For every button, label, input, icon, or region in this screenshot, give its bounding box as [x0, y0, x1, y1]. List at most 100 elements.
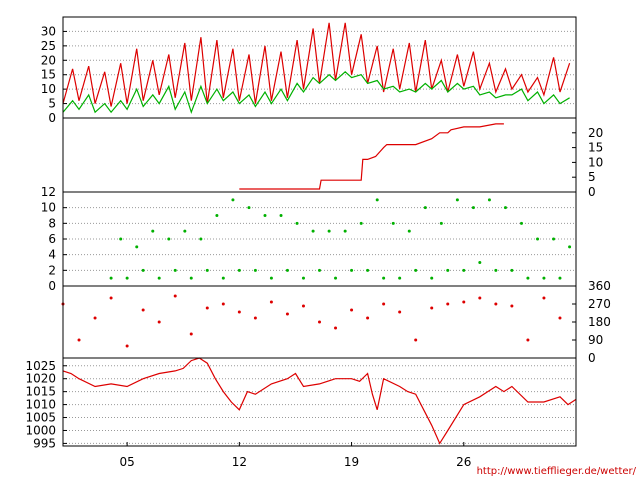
data-point [269, 276, 273, 280]
data-point [446, 268, 450, 272]
chart-panel-3: 0 24 6 810 12 [41, 185, 577, 293]
data-point [135, 245, 139, 249]
data-point [526, 276, 530, 280]
data-point [221, 276, 225, 280]
data-point [391, 221, 395, 225]
data-point [318, 268, 321, 272]
data-point [510, 268, 514, 272]
data-point [253, 316, 257, 320]
data-point [366, 268, 370, 272]
series-line-1 [62, 357, 577, 445]
y-tick-label: 10 [588, 155, 603, 169]
y-tick-label: 20 [41, 53, 56, 67]
data-point [167, 237, 171, 241]
y-tick-label: 2 [48, 263, 56, 277]
data-point [77, 338, 81, 342]
data-point [526, 338, 530, 342]
data-point [382, 276, 386, 280]
data-point [430, 306, 434, 310]
data-point [334, 276, 338, 280]
panel-frame [62, 357, 577, 447]
data-point [109, 296, 113, 300]
y-tick-label: 1005 [25, 411, 56, 425]
data-point [125, 276, 129, 280]
data-point [205, 268, 209, 272]
y-tick-label: 0 [48, 111, 56, 125]
data-point [455, 198, 459, 202]
data-point [407, 229, 411, 233]
data-point [183, 229, 187, 233]
chart-panel-4: 0 90 180 270 360 [61, 279, 611, 365]
data-point [151, 229, 155, 233]
y-tick-label: 30 [41, 24, 56, 38]
data-point [542, 276, 546, 280]
data-point [263, 214, 267, 217]
series-line-1 [62, 22, 571, 107]
data-point [446, 302, 450, 306]
y-tick-label: 10 [41, 201, 56, 215]
data-point [215, 214, 219, 217]
data-point [462, 300, 466, 304]
data-point [558, 276, 562, 280]
y-tick-label: 6 [48, 232, 56, 246]
data-point [487, 198, 491, 202]
y-tick-label: 0 [588, 185, 596, 199]
data-point [350, 268, 354, 272]
data-point [318, 320, 321, 324]
data-point [382, 302, 386, 306]
data-point [295, 221, 299, 225]
data-point [285, 312, 289, 316]
data-point [510, 304, 514, 308]
data-point [301, 304, 305, 308]
data-point [119, 237, 123, 241]
panel-frame [62, 117, 577, 193]
y-tick-label: 15 [41, 68, 56, 82]
y-tick-label: 180 [588, 315, 611, 329]
data-point [301, 276, 305, 280]
data-point [519, 221, 523, 225]
data-point [141, 268, 145, 272]
y-tick-label: 995 [33, 436, 56, 450]
data-point [359, 221, 363, 225]
data-point [253, 268, 257, 272]
x-tick-label: 26 [456, 455, 471, 469]
data-point [93, 316, 97, 320]
y-tick-label: 0 [588, 351, 596, 365]
data-point [334, 326, 338, 330]
data-point [221, 302, 225, 306]
data-point [327, 229, 331, 233]
data-point [237, 310, 241, 314]
data-point [414, 268, 418, 272]
data-point [366, 316, 370, 320]
data-point [141, 308, 145, 312]
data-point [398, 276, 402, 280]
y-tick-label: 20 [588, 126, 603, 140]
data-point [350, 308, 354, 312]
data-point [157, 276, 161, 280]
y-tick-label: 90 [588, 333, 603, 347]
data-point [542, 296, 546, 300]
data-point [462, 268, 466, 272]
data-point [125, 344, 129, 348]
y-tick-label: 12 [41, 185, 56, 199]
y-tick-label: 1020 [25, 372, 56, 386]
y-tick-label: 4 [48, 248, 56, 262]
data-point [237, 268, 241, 272]
y-tick-label: 8 [48, 216, 56, 230]
panel-frame [62, 191, 577, 287]
y-tick-label: 1015 [25, 385, 56, 399]
data-point [189, 332, 193, 336]
footer-url: http://www.tiefflieger.de/wetter/ [477, 466, 637, 477]
data-point [279, 214, 283, 217]
data-point [157, 320, 161, 324]
data-point [558, 316, 562, 320]
data-point [398, 310, 402, 314]
data-point [494, 268, 498, 272]
data-point [247, 206, 251, 210]
data-point [269, 300, 273, 304]
y-tick-label: 1010 [25, 398, 56, 412]
data-point [552, 237, 556, 241]
